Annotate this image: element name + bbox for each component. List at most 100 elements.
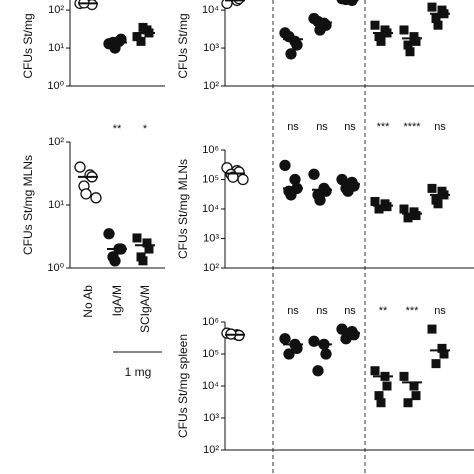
significance-label: ns <box>316 305 328 317</box>
data-point <box>382 381 392 391</box>
y-tick-label: 10⁶ <box>202 316 219 328</box>
significance-label: ns <box>287 305 299 317</box>
data-point <box>399 204 409 214</box>
data-point <box>403 213 413 223</box>
significance-label: **** <box>403 121 421 133</box>
data-point <box>90 192 102 204</box>
y-axis-label: CFUs St/mg spleen <box>176 334 190 438</box>
y-tick-label: 10² <box>48 136 64 148</box>
y-tick-label: 10⁵ <box>202 348 219 360</box>
significance-label: * <box>143 123 148 135</box>
y-tick-label: 10³ <box>203 412 219 424</box>
y-axis-label: CFUs St/mg <box>176 13 190 78</box>
data-point <box>221 0 233 10</box>
data-point <box>80 188 92 200</box>
data-point <box>314 194 326 206</box>
data-point <box>433 199 443 209</box>
data-point <box>374 204 384 214</box>
data-point <box>237 173 249 186</box>
data-point <box>427 2 437 12</box>
data-point <box>370 366 380 376</box>
data-point <box>376 398 386 408</box>
y-tick-label: 10⁴ <box>202 4 219 16</box>
data-point <box>437 343 447 353</box>
data-point <box>342 185 354 197</box>
data-point <box>411 391 421 401</box>
data-point <box>109 42 121 54</box>
y-tick-label: 10² <box>203 262 219 274</box>
data-point <box>314 24 326 36</box>
x-tick-label: No Ab <box>81 285 95 318</box>
y-tick-label: 10⁰ <box>47 262 64 274</box>
data-point <box>431 359 441 369</box>
data-point <box>74 161 86 173</box>
data-point <box>283 348 295 360</box>
data-point <box>132 233 142 243</box>
data-point <box>279 333 291 345</box>
data-point <box>340 0 352 6</box>
data-point <box>312 365 324 377</box>
data-point <box>411 36 421 46</box>
data-point <box>399 371 409 381</box>
data-point <box>144 244 154 254</box>
y-tick-label: 10⁴ <box>202 380 219 392</box>
data-point <box>285 48 297 60</box>
significance-label: ns <box>344 305 356 317</box>
data-point <box>411 211 421 221</box>
data-point <box>403 40 413 50</box>
data-point <box>409 381 419 391</box>
significance-label: ns <box>316 121 328 133</box>
x-tick-label: SCIgA/M <box>138 285 152 333</box>
significance-label: *** <box>377 121 391 133</box>
significance-label: ns <box>434 121 446 133</box>
data-point <box>399 25 409 35</box>
y-axis-label: CFUs St/mg MLNs <box>176 159 190 259</box>
data-point <box>370 20 380 30</box>
y-tick-label: 10¹ <box>48 199 64 211</box>
significance-label: *** <box>406 305 420 317</box>
data-point <box>376 36 386 46</box>
data-point <box>136 36 146 46</box>
y-tick-label: 10⁴ <box>202 203 219 215</box>
data-point <box>439 349 449 359</box>
data-point <box>433 20 443 30</box>
data-point <box>349 0 359 3</box>
data-point <box>142 238 152 248</box>
data-point <box>370 196 380 206</box>
data-point <box>138 256 148 266</box>
y-tick-label: 10² <box>203 80 219 92</box>
significance-label: ** <box>113 123 122 135</box>
data-point <box>427 324 437 334</box>
y-tick-label: 10⁵ <box>202 173 219 185</box>
data-point <box>103 228 115 240</box>
data-point <box>431 14 441 24</box>
data-point <box>382 202 392 212</box>
data-point <box>285 189 297 201</box>
data-point <box>374 391 384 401</box>
data-point <box>427 183 437 193</box>
data-point <box>409 32 419 42</box>
data-point <box>132 32 142 42</box>
y-tick-label: 10⁶ <box>202 144 219 156</box>
y-axis-label: CFUs St/mg MLNs <box>21 155 35 255</box>
data-point <box>374 32 384 42</box>
data-point <box>291 342 303 355</box>
data-point <box>138 22 148 32</box>
significance-label: ns <box>434 305 446 317</box>
y-tick-label: 10⁰ <box>47 80 64 92</box>
y-tick-label: 10³ <box>203 232 219 244</box>
significance-label: ** <box>379 305 388 317</box>
data-point <box>340 333 352 345</box>
data-point <box>308 168 320 180</box>
y-tick-label: 10¹ <box>48 42 64 54</box>
data-point <box>279 159 291 172</box>
data-point <box>291 39 303 51</box>
x-tick-label: IgA/M <box>110 285 124 316</box>
data-point <box>405 47 415 57</box>
significance-label: ns <box>344 121 356 133</box>
group-label: 1 mg <box>125 365 152 379</box>
significance-label: ns <box>287 121 299 133</box>
data-point <box>320 348 332 360</box>
data-point <box>403 398 413 408</box>
